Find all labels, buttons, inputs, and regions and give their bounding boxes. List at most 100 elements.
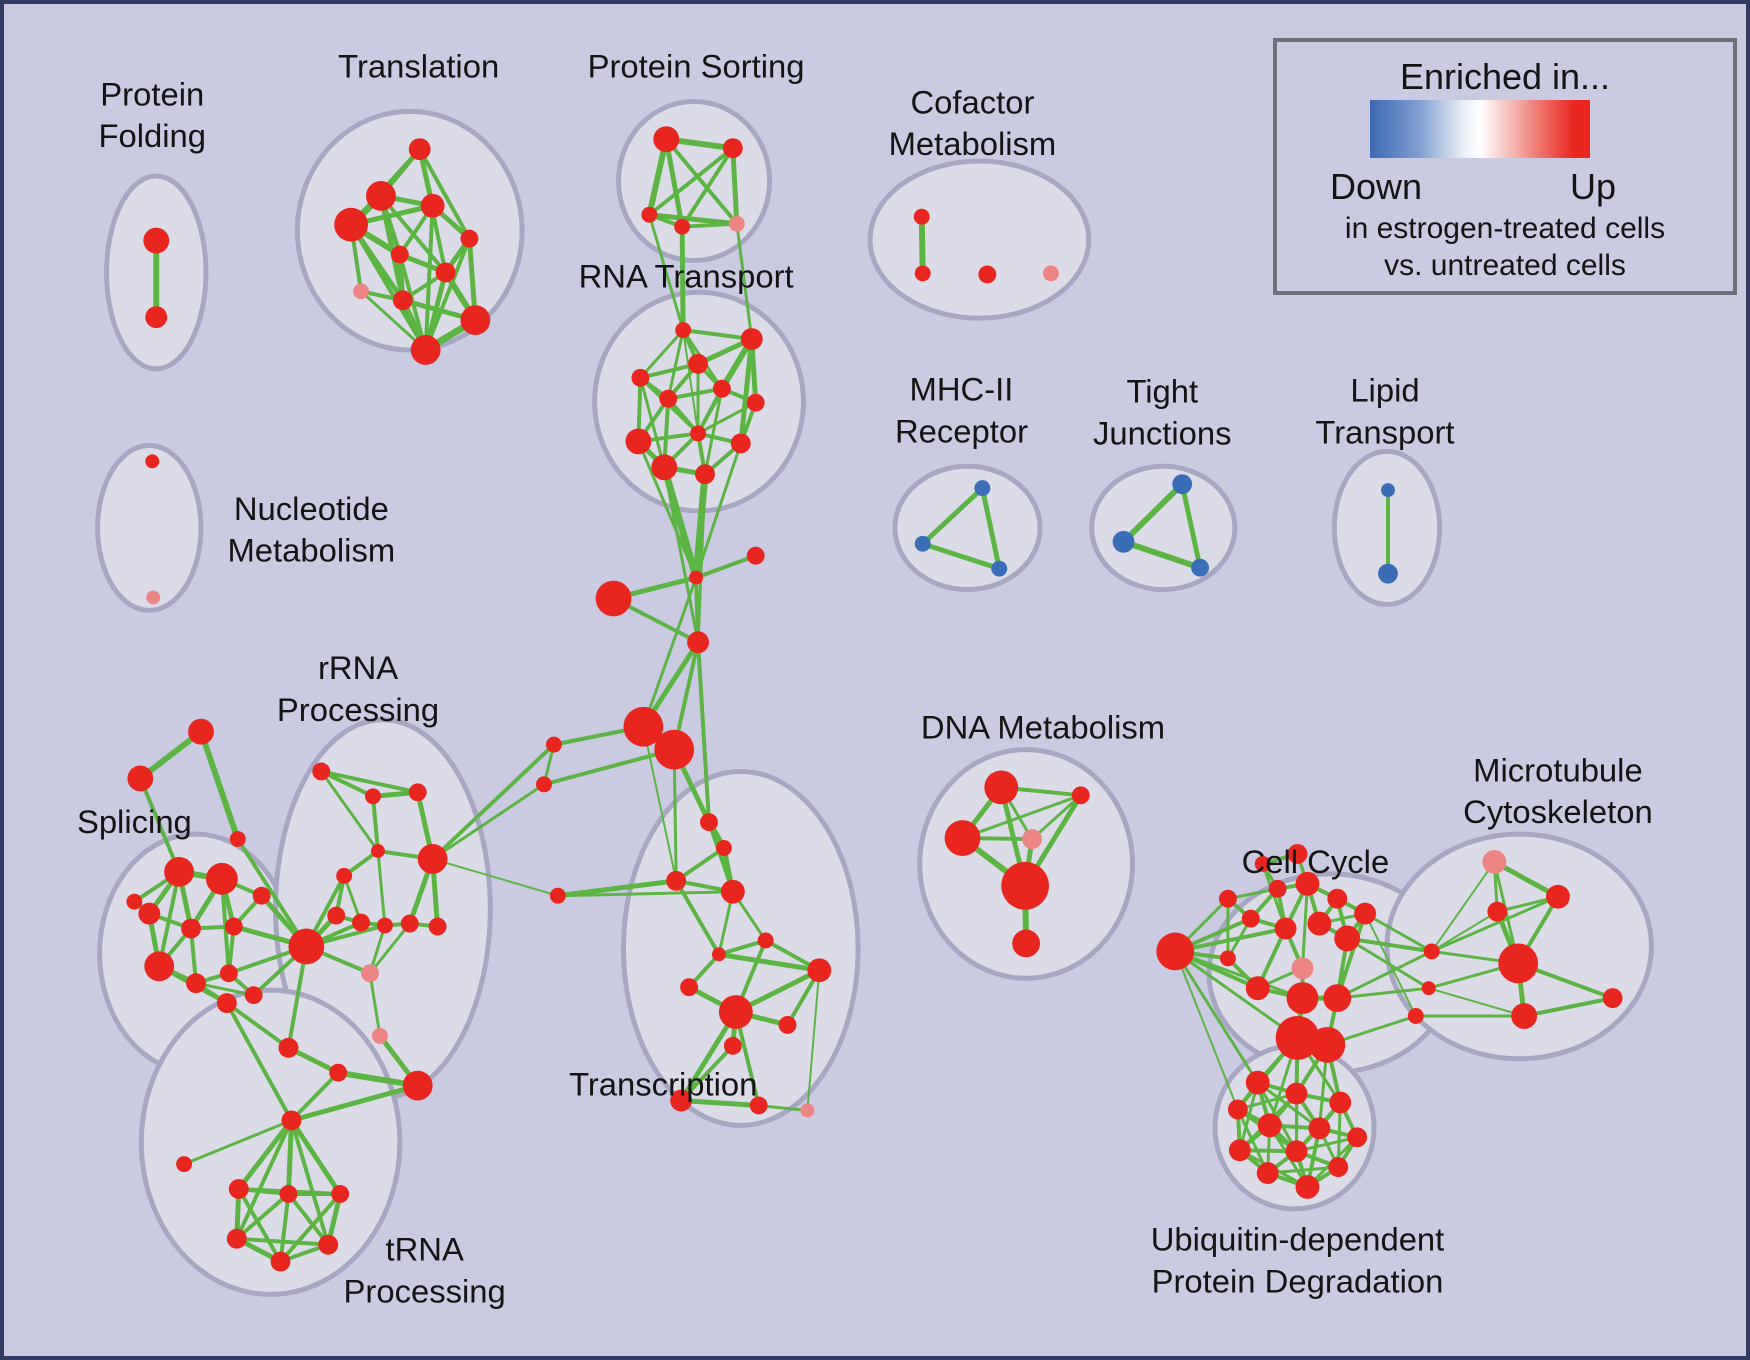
edge [1430,910,1499,953]
node-39 [1191,558,1210,577]
node-94 [666,870,687,891]
edge [288,1083,421,1123]
legend-title: Enriched in... [1399,56,1611,97]
node-102 [778,1016,797,1034]
node-42 [145,454,160,469]
edge [1335,949,1434,1000]
node-150 [1328,1157,1349,1178]
node-61 [252,886,271,905]
node-8 [435,262,456,283]
edge [960,793,1083,840]
edge [224,1001,294,1123]
node-111 [1001,861,1049,910]
node-149 [1285,1140,1308,1163]
cluster-label-mhc-ii-receptor: Receptor [895,412,1028,449]
edge [663,136,685,230]
edge [198,728,241,843]
cluster-label-cofactor-metabolism: Metabolism [889,125,1057,162]
node-82 [329,1063,348,1082]
node-95 [720,879,745,904]
cluster-label-ubiquitin-degradation: Ubiquitin-dependent [1151,1221,1445,1258]
node-48 [623,706,664,747]
node-147 [1347,1127,1368,1148]
cluster-ellipse-nucleotide-metabolism [95,442,204,613]
node-129 [1218,889,1237,908]
legend-box: Enriched in... Down Up in estrogen-treat… [1273,38,1737,295]
node-77 [428,917,447,936]
edge [716,938,768,957]
edge [730,145,740,227]
node-41 [1378,563,1398,584]
node-145 [1257,1113,1282,1138]
node-30 [625,428,652,455]
edge [430,742,556,861]
node-16 [674,218,691,235]
cluster-label-microtubule-cytoskeleton: Cytoskeleton [1463,793,1653,830]
edge [660,463,700,582]
edge [666,328,685,401]
edge [1345,936,1431,990]
node-97 [711,947,726,962]
edge [694,553,758,580]
node-40 [1381,483,1395,498]
cluster-label-dna-metabolism: DNA Metabolism [921,709,1165,746]
node-4 [420,193,445,218]
node-125 [1245,976,1270,1001]
edge [918,213,926,277]
node-105 [749,1096,768,1115]
edge [376,849,387,928]
edge [664,137,739,226]
node-100 [680,978,699,997]
node-74 [352,913,370,932]
edge [368,922,412,975]
node-60 [224,917,243,936]
edge [678,1098,762,1108]
legend-caption-line1: in estrogen-treated cells [1344,212,1666,245]
node-47 [687,631,709,654]
node-25 [631,368,650,387]
node-132 [1423,943,1440,960]
node-29 [690,425,706,442]
edge [979,485,1002,572]
node-26 [659,389,678,408]
node-32 [695,464,715,485]
node-65 [244,986,263,1005]
edge [642,725,678,882]
edge [224,1001,291,1050]
cluster-label-lipid-transport: Lipid [1350,372,1419,409]
edge [319,769,375,799]
edge [1430,860,1496,953]
node-112 [1012,929,1041,958]
node-109 [944,820,981,856]
node-90 [318,1234,339,1255]
edge [289,1070,341,1123]
node-55 [164,856,195,887]
node-3 [366,180,396,211]
edge [278,1191,291,1264]
edge [1335,986,1431,1000]
edge [288,1117,343,1197]
node-19 [914,265,931,282]
node-120 [1295,871,1320,896]
node-139 [1511,1003,1538,1029]
node-140 [1602,988,1623,1009]
cluster-ellipse-tight-junctions [1089,463,1238,593]
cluster-label-nucleotide-metabolism: Nucleotide [234,490,389,527]
edge [431,857,559,897]
edge [138,776,182,874]
node-53 [127,765,154,792]
cluster-label-mhc-ii-receptor: MHC-II [910,371,1014,408]
node-54 [229,831,246,848]
node-58 [138,902,161,925]
node-148 [1228,1139,1251,1162]
node-24 [688,353,708,374]
edge [368,971,382,1038]
node-89 [226,1228,247,1249]
node-52 [188,718,214,745]
edge [1120,481,1186,545]
edge [1335,911,1368,1001]
node-135 [1482,849,1507,874]
cluster-label-nucleotide-metabolism: Metabolism [227,532,395,569]
node-91 [270,1251,291,1272]
node-122 [1354,902,1377,925]
